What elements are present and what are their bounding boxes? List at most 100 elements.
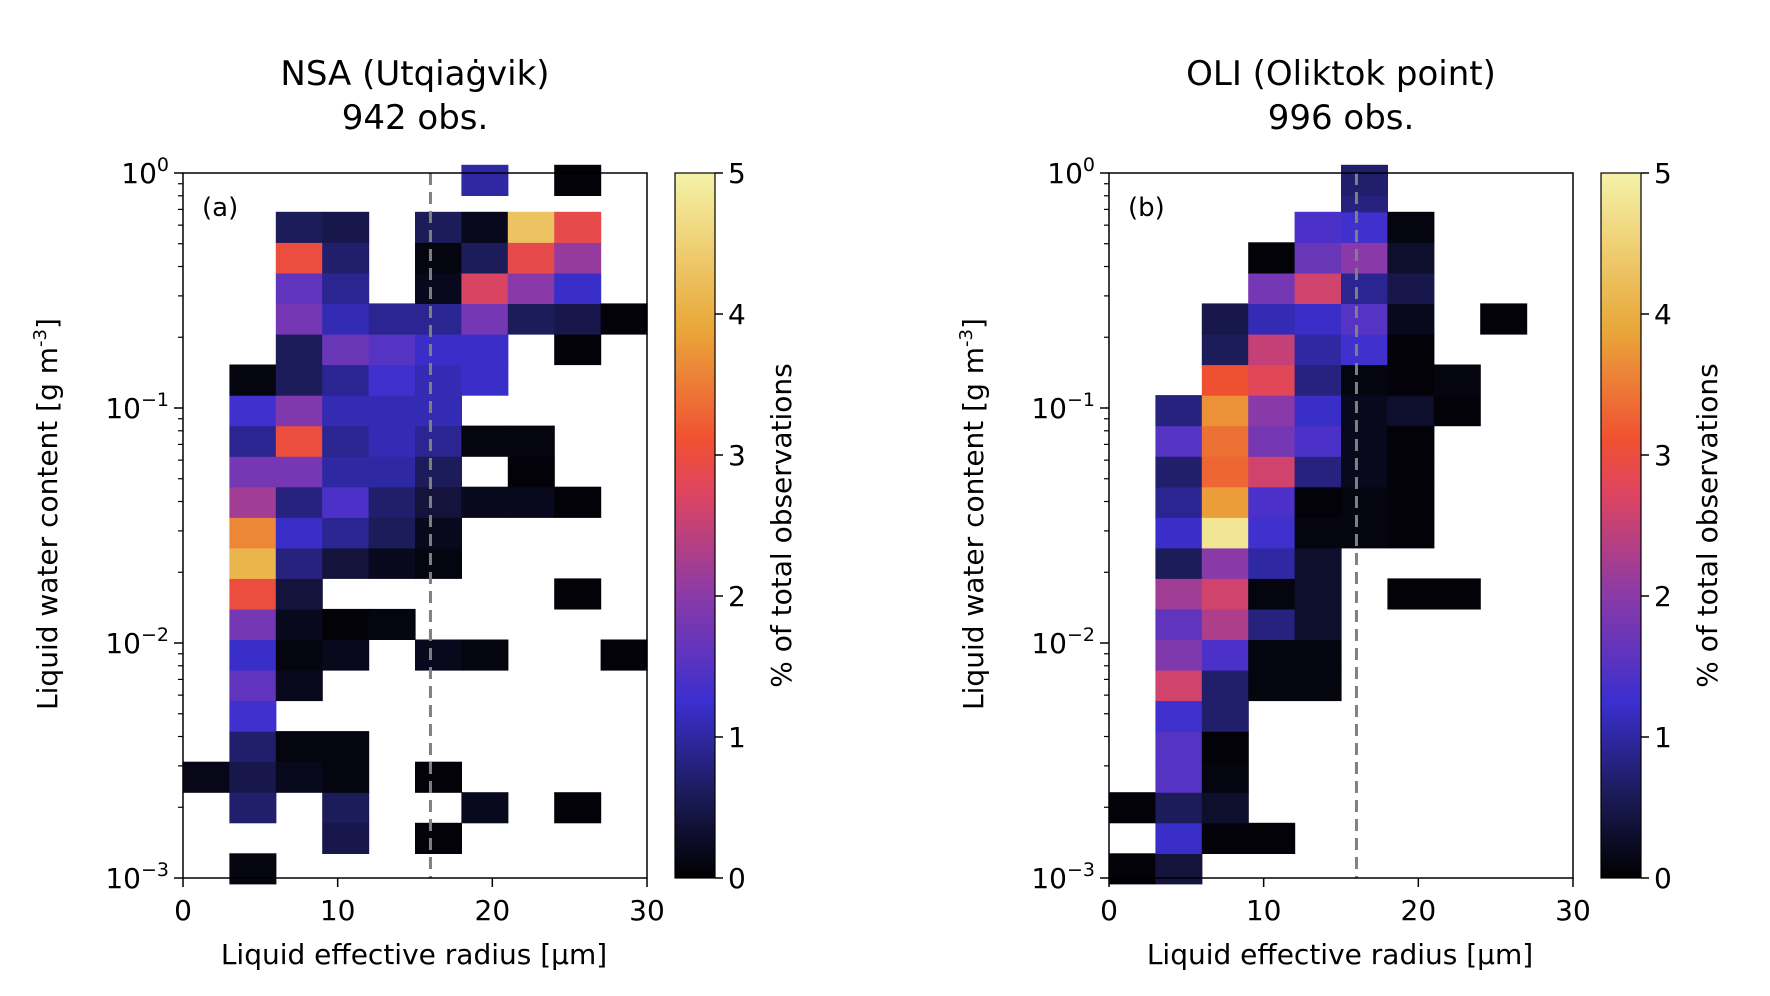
heatmap-cell <box>507 456 555 488</box>
heatmap-cell <box>322 211 370 243</box>
heatmap-cell <box>554 272 602 304</box>
heatmap-cell <box>368 364 416 396</box>
heatmap-cell <box>368 425 416 457</box>
heatmap-cell <box>1433 578 1481 610</box>
y-tick-label: 100 <box>121 154 169 190</box>
heatmap-cell <box>1248 486 1296 518</box>
heatmap-cell <box>1387 334 1435 366</box>
y-tick-label: 10−2 <box>1031 624 1095 660</box>
colorbar <box>674 172 716 879</box>
heatmap-cell <box>229 670 277 702</box>
heatmap-cell <box>1387 456 1435 488</box>
colorbar-tick-label: 3 <box>728 439 746 472</box>
heatmap-cell <box>461 164 509 196</box>
heatmap-cell <box>600 303 648 335</box>
heatmap-cell <box>1341 486 1388 518</box>
heatmap-cell <box>229 639 277 671</box>
y-tick-label: 10−1 <box>1031 389 1095 425</box>
colorbar-label: % of total observations <box>1691 363 1724 688</box>
heatmap-cell <box>1155 456 1203 488</box>
colorbar-tick-label: 2 <box>1654 580 1672 613</box>
heatmap-cell <box>554 334 602 366</box>
heatmap-cell <box>1248 670 1296 702</box>
heatmap-cell <box>322 822 370 854</box>
panel-oli: OLI (Oliktok point) 996 obs. 0 10 20 30 10−… <box>956 54 1724 971</box>
heatmap-cell <box>461 211 509 243</box>
heatmap-cell <box>1341 334 1388 366</box>
heatmap-cell <box>461 303 509 335</box>
panel-label: (b) <box>1128 193 1165 223</box>
heatmap-cell <box>1387 578 1435 610</box>
heatmap-cell <box>1201 334 1249 366</box>
heatmap-cell <box>461 364 509 396</box>
colorbar-tick-label: 1 <box>728 721 746 754</box>
heatmap-cell <box>1248 425 1296 457</box>
heatmap-cell <box>1155 517 1203 549</box>
heatmap-cell <box>507 303 555 335</box>
heatmap-cell <box>368 456 416 488</box>
x-tick-label: 20 <box>475 894 511 927</box>
heatmap-cell <box>229 578 277 610</box>
heatmap-cell <box>1201 700 1249 732</box>
colorbar-tick-label: 5 <box>728 157 746 190</box>
heatmap-cell <box>415 211 462 243</box>
heatmap-cell <box>229 425 277 457</box>
heatmap-cell <box>461 334 509 366</box>
heatmap-cell <box>1294 395 1342 427</box>
heatmap-cell <box>275 578 323 610</box>
heatmap-cell <box>275 761 323 793</box>
colorbar-tick-label: 0 <box>728 862 746 895</box>
heatmap-cell <box>322 303 370 335</box>
x-axis: 0 10 20 30 <box>1100 878 1591 927</box>
heatmap-cell <box>275 547 323 579</box>
heatmap-cell <box>1341 364 1388 396</box>
heatmap-cell <box>322 761 370 793</box>
heatmap-cell <box>1248 456 1296 488</box>
heatmap-cell <box>322 425 370 457</box>
heatmap-cell <box>415 425 462 457</box>
chart-title: OLI (Oliktok point) <box>1186 54 1496 94</box>
x-tick-label: 30 <box>629 894 665 927</box>
heatmap-cell <box>1341 272 1388 304</box>
x-tick-label: 10 <box>320 894 356 927</box>
heatmap-cell <box>1201 578 1249 610</box>
heatmap-cell <box>1433 364 1481 396</box>
heatmap-cell <box>600 639 648 671</box>
heatmap-cell <box>1201 364 1249 396</box>
heatmap-cell <box>1387 517 1435 549</box>
heatmap-cell <box>275 731 323 763</box>
heatmap-cell <box>1155 547 1203 579</box>
heatmap-cell <box>322 272 370 304</box>
heatmap-cell <box>1387 395 1435 427</box>
heatmap-cell <box>229 792 277 824</box>
heatmap-cell <box>1387 364 1435 396</box>
heatmap-cell <box>554 164 602 196</box>
heatmap-cell <box>1294 608 1342 640</box>
x-tick-label: 30 <box>1555 894 1591 927</box>
heatmap-cell <box>415 242 462 274</box>
heatmap-cell <box>1248 578 1296 610</box>
heatmap-cell <box>461 272 509 304</box>
heatmap-cell <box>1341 517 1388 549</box>
heatmap-cell <box>1248 547 1296 579</box>
y-axis-label: Liquid water content [g m-3] <box>956 318 990 710</box>
x-tick-label: 10 <box>1246 894 1282 927</box>
heatmap-cell <box>322 395 370 427</box>
heatmap-cell <box>1201 670 1249 702</box>
heatmap-cell <box>368 608 416 640</box>
heatmap-cell <box>1387 425 1435 457</box>
heatmap-cell <box>554 211 602 243</box>
heatmap-cell <box>415 303 462 335</box>
heatmap-cell <box>229 731 277 763</box>
heatmap-cell <box>322 547 370 579</box>
heatmap-cell <box>1155 578 1203 610</box>
heatmap-cell <box>322 486 370 518</box>
y-tick-label: 10−1 <box>105 389 169 425</box>
heatmap-cell <box>1155 853 1203 885</box>
heatmap-cell <box>275 272 323 304</box>
heatmap-cell <box>1294 425 1342 457</box>
heatmap-cell <box>229 761 277 793</box>
panel-label: (a) <box>202 193 238 223</box>
heatmap-cell <box>275 608 323 640</box>
heatmap-cell <box>415 761 462 793</box>
